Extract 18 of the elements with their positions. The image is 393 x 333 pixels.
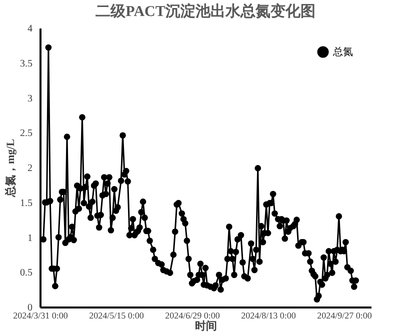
y-tick-label: 3.5 <box>20 58 32 70</box>
x-tick-label: 2024/8/13 0:00 <box>241 310 296 320</box>
y-axis-title: 总氮，mg/L <box>4 138 17 198</box>
y-tick-label: 1 <box>28 232 32 244</box>
y-tick-label: 4 <box>28 24 32 34</box>
y-tick-label: 3 <box>28 93 32 104</box>
x-tick-label: 2024/9/27 0:00 <box>317 310 372 320</box>
y-tick-label: 2 <box>28 163 32 174</box>
x-axis-title: 时间 <box>195 320 217 332</box>
x-tick-label: 2024/6/29 0:00 <box>165 310 220 320</box>
chart-title: 二级PACT沉淀池出水总氮变化图 <box>96 2 316 20</box>
y-tick-label: 0.5 <box>20 268 32 279</box>
x-tick-label: 2024/5/15 0:00 <box>89 310 144 320</box>
legend-label: 总氮 <box>332 46 353 58</box>
x-tick-label: 2024/3/31 0:00 <box>13 310 68 320</box>
y-tick-label: 0 <box>28 302 32 314</box>
y-tick-label: 1.5 <box>20 198 32 209</box>
y-tick-label: 2.5 <box>20 128 32 140</box>
